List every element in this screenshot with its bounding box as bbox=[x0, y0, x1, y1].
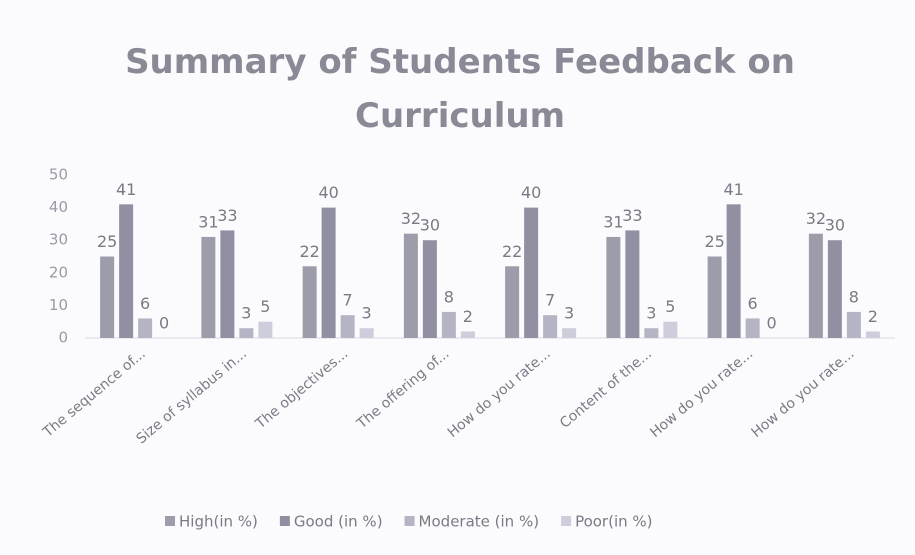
bar bbox=[403, 233, 418, 338]
data-label: 25 bbox=[704, 232, 724, 251]
bar bbox=[422, 240, 437, 338]
legend-label: Poor(in %) bbox=[575, 513, 652, 531]
bar bbox=[745, 318, 760, 338]
bar bbox=[606, 236, 621, 338]
x-tick-label: How do you rate... bbox=[445, 346, 554, 441]
legend-swatch bbox=[561, 516, 572, 526]
data-label: 33 bbox=[622, 206, 642, 225]
y-tick-label: 0 bbox=[58, 329, 68, 347]
data-label: 25 bbox=[97, 232, 117, 251]
chart-title: Summary of Students Feedback on Curricul… bbox=[125, 42, 795, 136]
data-label: 0 bbox=[159, 314, 169, 333]
bar bbox=[119, 204, 134, 338]
data-label: 41 bbox=[116, 180, 136, 199]
data-label: 30 bbox=[825, 216, 845, 235]
bar bbox=[138, 318, 153, 338]
data-label: 30 bbox=[420, 216, 440, 235]
data-label: 6 bbox=[140, 294, 150, 313]
bar bbox=[505, 266, 520, 338]
bar bbox=[562, 328, 577, 338]
bar bbox=[302, 266, 317, 338]
legend-swatch bbox=[279, 516, 290, 526]
bar bbox=[220, 230, 235, 338]
legend-label: Moderate (in %) bbox=[419, 513, 540, 531]
data-label: 6 bbox=[748, 294, 758, 313]
data-label: 40 bbox=[318, 183, 338, 202]
data-label: 31 bbox=[603, 212, 623, 231]
y-tick-label: 30 bbox=[49, 231, 68, 249]
data-label: 7 bbox=[343, 291, 353, 310]
y-tick-label: 40 bbox=[49, 198, 68, 216]
bar bbox=[726, 204, 741, 338]
bar bbox=[100, 256, 115, 338]
bar bbox=[441, 311, 456, 338]
data-label: 8 bbox=[849, 287, 859, 306]
data-label: 32 bbox=[806, 209, 826, 228]
data-label: 40 bbox=[521, 183, 541, 202]
legend-label: High(in %) bbox=[179, 513, 258, 531]
bar bbox=[321, 207, 336, 338]
bar bbox=[340, 315, 355, 338]
legend-swatch bbox=[404, 516, 415, 526]
bar bbox=[239, 328, 254, 338]
data-label: 3 bbox=[241, 304, 251, 323]
data-label: 3 bbox=[564, 304, 574, 323]
data-label: 0 bbox=[767, 314, 777, 333]
data-label: 2 bbox=[868, 307, 878, 326]
data-label: 32 bbox=[401, 209, 421, 228]
y-tick-label: 10 bbox=[49, 296, 68, 314]
data-label: 8 bbox=[444, 287, 454, 306]
bar bbox=[201, 236, 216, 338]
bar bbox=[524, 207, 539, 338]
bar bbox=[865, 331, 880, 338]
data-label: 22 bbox=[299, 242, 319, 261]
bar bbox=[625, 230, 640, 338]
bar bbox=[707, 256, 722, 338]
bar bbox=[460, 331, 475, 338]
data-label: 3 bbox=[646, 304, 656, 323]
data-label: 22 bbox=[502, 242, 522, 261]
bar bbox=[359, 328, 374, 338]
x-tick-label: The offering of... bbox=[353, 346, 452, 433]
x-tick-label: How do you rate... bbox=[749, 346, 858, 441]
data-label: 31 bbox=[198, 212, 218, 231]
bar bbox=[543, 315, 558, 338]
bar bbox=[644, 328, 659, 338]
data-label: 2 bbox=[463, 307, 473, 326]
bar bbox=[827, 240, 842, 338]
data-label: 5 bbox=[665, 297, 675, 316]
y-tick-label: 20 bbox=[49, 263, 68, 281]
bar bbox=[258, 321, 273, 338]
x-tick-label: The sequence of... bbox=[39, 346, 148, 441]
data-label: 7 bbox=[545, 291, 555, 310]
legend-label: Good (in %) bbox=[294, 513, 383, 531]
x-tick-label: How do you rate... bbox=[647, 346, 756, 441]
data-label: 41 bbox=[723, 180, 743, 199]
x-tick-label: Size of syllabus in... bbox=[133, 346, 250, 447]
data-label: 3 bbox=[362, 304, 372, 323]
legend-swatch bbox=[165, 516, 175, 526]
data-label: 5 bbox=[260, 297, 270, 316]
data-label: 33 bbox=[217, 206, 237, 225]
bar bbox=[808, 233, 823, 338]
x-tick-label: The objectives... bbox=[252, 346, 351, 433]
bar bbox=[663, 321, 678, 338]
bar bbox=[846, 311, 861, 338]
y-tick-label: 50 bbox=[49, 166, 68, 184]
x-tick-label: Content of the... bbox=[557, 346, 655, 432]
